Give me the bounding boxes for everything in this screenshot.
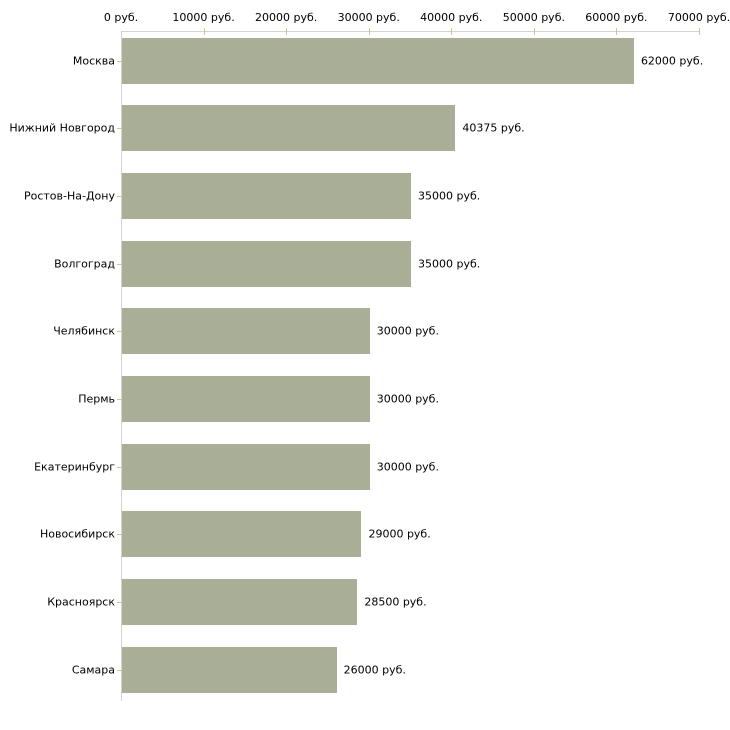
x-axis-tick (533, 28, 535, 35)
y-axis-line (121, 31, 122, 701)
category-label: Волгоград (54, 257, 115, 271)
category-tick (117, 60, 124, 62)
category-label: Челябинск (53, 324, 115, 338)
x-axis-tick-label: 60000 руб. (585, 11, 648, 24)
value-label: 40375 руб. (462, 121, 525, 135)
bar (122, 105, 456, 152)
category-label: Екатеринбург (34, 460, 115, 474)
bar (122, 37, 634, 84)
value-label: 29000 руб. (368, 527, 431, 541)
x-axis-tick (203, 28, 205, 35)
x-axis-tick-label: 50000 руб. (502, 11, 565, 24)
value-label: 28500 руб. (364, 595, 427, 609)
x-axis-tick-label: 20000 руб. (255, 11, 318, 24)
category-label: Самара (71, 663, 115, 677)
bar (122, 240, 411, 287)
bar (122, 443, 370, 490)
x-axis-tick-label: 40000 руб. (420, 11, 483, 24)
x-axis-tick (286, 28, 288, 35)
category-label: Новосибирск (39, 527, 115, 541)
category-tick (117, 399, 124, 400)
category-label: Нижний Новгород (9, 121, 115, 135)
category-label: Москва (72, 54, 115, 67)
x-axis-line (121, 31, 700, 32)
category-label: Ростов-На-Дону (23, 189, 115, 203)
category-tick (117, 195, 124, 197)
x-axis-tick (699, 28, 700, 35)
category-tick (117, 263, 124, 265)
value-label: 30000 руб. (376, 324, 439, 338)
value-label: 30000 руб. (376, 460, 439, 474)
x-axis-tick-label: 70000 руб. (667, 11, 730, 24)
bar (122, 308, 370, 355)
category-label: Пермь (78, 392, 115, 406)
x-axis-tick (368, 28, 370, 35)
category-label: Красноярск (47, 595, 115, 609)
value-label: 62000 руб. (640, 54, 704, 67)
x-axis-tick-label: 30000 руб. (337, 11, 400, 24)
value-label: 35000 руб. (418, 257, 481, 271)
category-tick (117, 466, 124, 468)
value-label: 26000 руб. (343, 663, 406, 677)
category-tick (117, 128, 124, 130)
x-axis-tick-label: 0 руб. (103, 11, 139, 24)
value-label: 30000 руб. (376, 392, 439, 406)
x-axis-tick (616, 28, 618, 35)
category-tick (117, 669, 124, 671)
bar (122, 376, 370, 422)
category-tick (117, 534, 124, 536)
category-tick (117, 331, 124, 333)
bar (122, 579, 358, 626)
x-axis-tick-label: 10000 руб. (172, 11, 235, 24)
value-label: 35000 руб. (418, 189, 481, 203)
category-tick (117, 602, 124, 604)
bar (122, 646, 337, 693)
x-axis-tick (451, 28, 453, 35)
bar (122, 511, 362, 558)
bar (122, 172, 411, 219)
